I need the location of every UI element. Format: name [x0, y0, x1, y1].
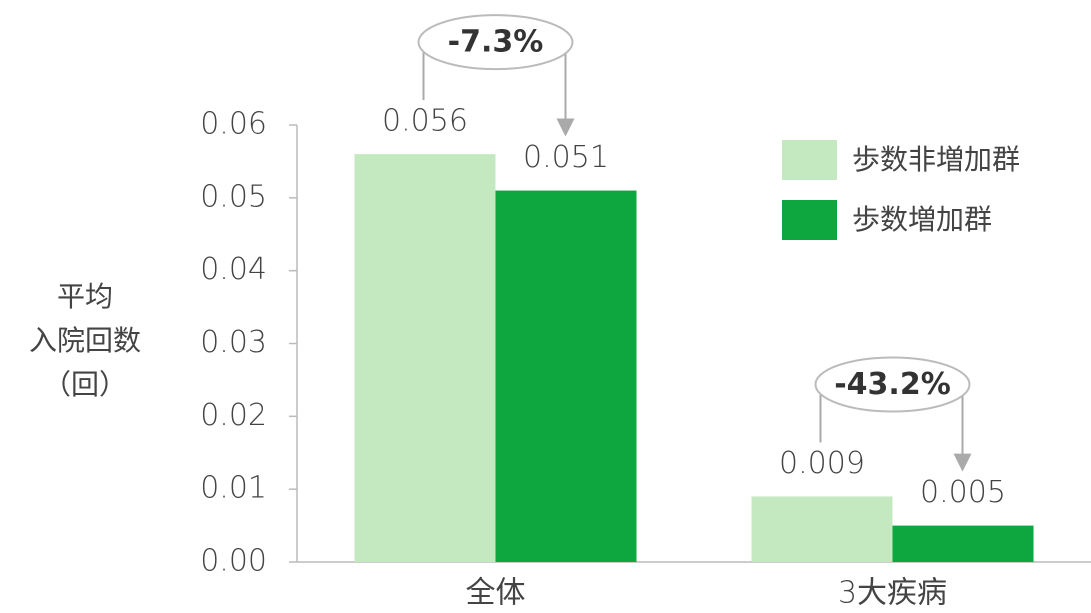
arrow-head: [953, 453, 972, 472]
arrow-head: [556, 118, 575, 137]
bar: [751, 496, 893, 562]
bar: [892, 525, 1034, 562]
y-tick-label: 0.01: [200, 471, 267, 506]
annotation-bubble: [417, 14, 574, 71]
value-label: 0.009: [779, 446, 865, 481]
x-tick-label: 3大疾病: [838, 576, 947, 611]
y-tick-label: 0.05: [200, 179, 267, 214]
value-label: 0.056: [382, 104, 468, 139]
legend-label: 歩数非増加群: [852, 143, 1020, 176]
y-tick-label: 0.03: [200, 325, 267, 360]
bar: [354, 154, 496, 562]
legend-swatch: [782, 200, 837, 240]
y-tick-label: 0.04: [200, 252, 267, 287]
y-axis-label: 平均: [57, 280, 113, 313]
annotation: -7.3%: [448, 25, 544, 60]
annotation: -43.2%: [834, 367, 951, 402]
value-label: 0.051: [523, 140, 609, 175]
y-axis-label: 入院回数: [29, 324, 141, 357]
legend-label: 歩数増加群: [852, 203, 992, 236]
legend-swatch: [782, 140, 837, 180]
value-label: 0.005: [920, 475, 1006, 510]
y-axis-label: （回）: [43, 368, 127, 401]
x-tick-label: 全体: [466, 576, 526, 611]
annotation-bubble: [814, 356, 971, 413]
bar: [495, 190, 637, 563]
y-tick-label: 0.02: [200, 398, 267, 433]
y-tick-label: 0.00: [200, 544, 267, 579]
y-tick-label: 0.06: [200, 107, 267, 142]
